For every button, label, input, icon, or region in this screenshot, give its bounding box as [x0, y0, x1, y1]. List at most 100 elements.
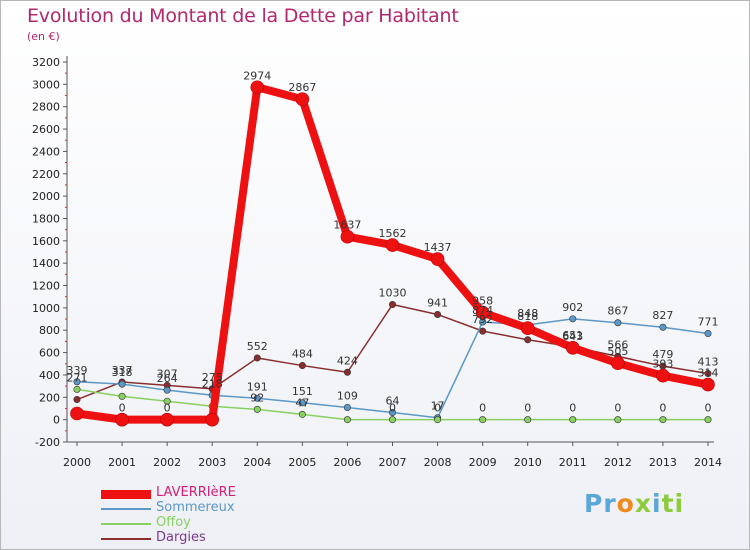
data-label: 0 — [569, 402, 576, 415]
x-tick-label: 2002 — [153, 456, 181, 469]
data-label: 941 — [427, 296, 448, 309]
y-tick-label: 2000 — [32, 190, 60, 203]
data-point — [73, 378, 81, 386]
data-label: 827 — [652, 309, 673, 322]
x-tick-label: 2006 — [333, 456, 361, 469]
x-tick-label: 2012 — [604, 456, 632, 469]
data-label: 1437 — [424, 241, 452, 254]
data-label: 958 — [472, 295, 493, 308]
data-label: 92 — [250, 391, 264, 404]
y-tick-label: 1800 — [32, 212, 60, 225]
data-point — [160, 412, 174, 427]
data-label: 64 — [386, 394, 400, 407]
data-label: 848 — [517, 307, 538, 320]
data-point — [343, 403, 351, 411]
legend-label: Dargies — [156, 530, 206, 545]
data-label: 0 — [119, 402, 126, 415]
data-point — [388, 416, 396, 424]
data-point — [205, 412, 220, 427]
y-tick-label: 2200 — [32, 168, 60, 181]
chart-title: Evolution du Montant de la Dette par Hab… — [27, 5, 459, 27]
data-point — [704, 416, 712, 424]
data-label: 867 — [607, 305, 628, 318]
data-point — [479, 416, 487, 424]
y-tick-label: 1600 — [32, 235, 60, 248]
data-point — [479, 327, 487, 335]
data-label: 2867 — [288, 81, 316, 94]
y-tick-label: 800 — [39, 324, 60, 337]
data-point — [253, 405, 261, 413]
y-tick-label: 0 — [53, 414, 60, 427]
x-tick-label: 2000 — [63, 456, 91, 469]
data-point — [163, 386, 171, 394]
data-label: 479 — [652, 348, 673, 361]
data-label: 424 — [337, 354, 358, 367]
y-tick-label: 2400 — [32, 145, 60, 158]
data-point — [298, 399, 306, 407]
data-point — [388, 301, 396, 309]
legend-swatch — [101, 490, 151, 499]
data-point — [611, 356, 625, 371]
data-label: 218 — [202, 377, 223, 390]
y-tick-label: 600 — [39, 347, 60, 360]
legend-label: Offoy — [156, 515, 191, 530]
data-label: 0 — [434, 402, 441, 415]
data-label: 566 — [607, 338, 628, 351]
data-point — [253, 354, 261, 362]
data-point — [659, 323, 667, 331]
y-tick-label: 1400 — [32, 257, 60, 270]
data-label: 792 — [472, 313, 493, 326]
legend-item: Dargies — [101, 530, 301, 546]
data-label: 17 — [431, 400, 445, 413]
x-tick-label: 2003 — [198, 456, 226, 469]
data-point — [524, 336, 532, 344]
data-label: 1030 — [379, 287, 407, 300]
x-tick-label: 2013 — [649, 456, 677, 469]
data-point — [704, 369, 712, 377]
data-label: 393 — [652, 358, 673, 371]
legend-label: Sommereux — [156, 500, 235, 515]
data-label: 505 — [607, 345, 628, 358]
y-tick-label: 2600 — [32, 123, 60, 136]
y-tick-label: 3200 — [32, 56, 60, 69]
data-label: 2974 — [243, 69, 271, 82]
y-tick-label: 1000 — [32, 302, 60, 315]
data-label: 151 — [292, 385, 313, 398]
y-tick-label: 3000 — [32, 78, 60, 91]
data-point — [430, 252, 445, 266]
data-label: 771 — [698, 315, 719, 328]
data-point — [298, 362, 306, 370]
data-point — [569, 416, 577, 424]
data-point — [343, 368, 351, 376]
data-point — [388, 408, 396, 416]
data-label: 337 — [112, 364, 133, 377]
data-label: 1562 — [379, 227, 407, 240]
data-label: 0 — [389, 402, 396, 415]
data-point — [295, 92, 310, 107]
data-label: 0 — [479, 402, 486, 415]
data-label: 0 — [705, 402, 712, 415]
legend-swatch — [101, 538, 151, 540]
data-label: 264 — [157, 372, 178, 385]
data-label: 47 — [295, 396, 309, 409]
data-point — [659, 416, 667, 424]
data-label: 0 — [164, 402, 171, 415]
data-point — [524, 416, 532, 424]
data-label: 651 — [562, 329, 583, 342]
data-label: 818 — [517, 310, 538, 323]
data-point — [253, 394, 261, 402]
x-tick-label: 2005 — [288, 456, 316, 469]
data-point — [565, 340, 580, 355]
data-point — [385, 238, 400, 252]
data-point — [163, 397, 171, 405]
data-point — [614, 416, 622, 424]
data-point — [298, 410, 306, 418]
data-point — [340, 229, 355, 244]
data-label: 552 — [247, 340, 268, 353]
data-point — [115, 412, 129, 427]
data-label: 191 — [247, 380, 268, 393]
proxiti-logo: Proxiti — [584, 489, 685, 518]
data-label: 643 — [562, 330, 583, 343]
data-point — [343, 416, 351, 424]
